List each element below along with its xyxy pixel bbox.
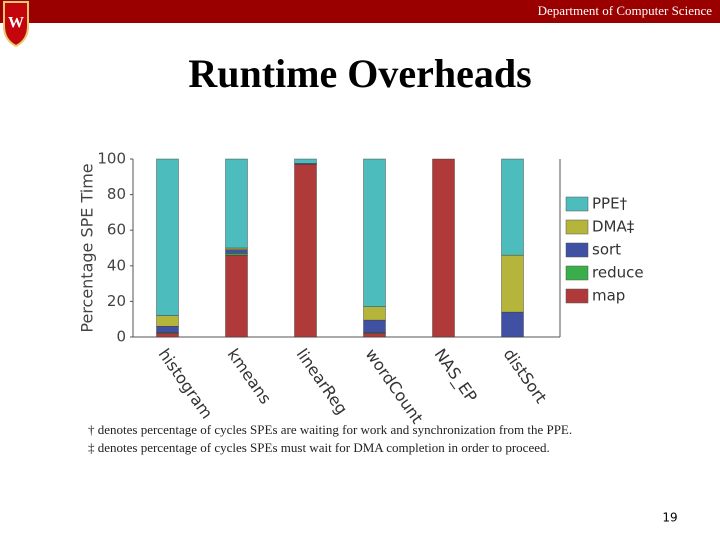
y-tick-label: 40 (107, 256, 126, 274)
bar-segment (156, 333, 179, 338)
legend-label: DMA‡ (592, 218, 635, 236)
page-number: 19 (662, 511, 677, 525)
bar-segment (363, 333, 386, 338)
x-tick-label: histogram (155, 345, 217, 422)
legend-swatch (565, 196, 589, 212)
header-bar (0, 0, 720, 23)
bar-segment (363, 319, 386, 333)
bar-segment (363, 158, 386, 307)
bar-segment (156, 158, 179, 316)
x-tick-label: wordCount (362, 345, 427, 427)
legend-label: sort (592, 241, 621, 259)
y-tick-label: 100 (97, 150, 126, 168)
slide-title: Runtime Overheads (188, 51, 531, 96)
x-tick-label: NAS_EP (430, 345, 481, 407)
legend-swatch (565, 265, 589, 281)
header-text: Department of Computer Science (538, 3, 713, 18)
bar-segment (432, 158, 455, 338)
bar-segment (156, 326, 179, 333)
legend-label: reduce (592, 264, 644, 282)
bar-segment (294, 164, 317, 338)
y-tick-label: 20 (107, 292, 126, 310)
x-tick-label: distSort (500, 345, 551, 407)
bar-segment (501, 311, 524, 338)
y-tick-label: 60 (107, 221, 126, 239)
bar-segment (363, 306, 386, 321)
legend-swatch (565, 242, 589, 258)
bar-segment (501, 158, 524, 256)
y-tick-label: 80 (107, 185, 126, 203)
bar-segment (225, 247, 248, 250)
bar-segment (225, 249, 248, 254)
bar-segment (225, 253, 248, 256)
logo: W (3, 1, 29, 48)
legend-swatch (565, 219, 589, 235)
y-tick-label: 0 (116, 328, 126, 346)
bar-segment (225, 158, 248, 249)
y-axis-label: Percentage SPE Time (78, 163, 97, 332)
svg-text:W: W (8, 15, 24, 32)
bar-segment (294, 158, 317, 164)
x-tick-label: kmeans (224, 345, 276, 407)
legend-swatch (565, 288, 589, 304)
x-tick-label: linearReg (293, 345, 352, 418)
footnote: † denotes percentage of cycles SPEs are … (88, 422, 572, 437)
legend-label: PPE† (592, 195, 628, 213)
footnote: ‡ denotes percentage of cycles SPEs must… (88, 440, 550, 455)
bar-segment (225, 254, 248, 338)
legend-label: map (592, 287, 625, 305)
bar-segment (501, 254, 524, 313)
bar-segment (156, 315, 179, 327)
